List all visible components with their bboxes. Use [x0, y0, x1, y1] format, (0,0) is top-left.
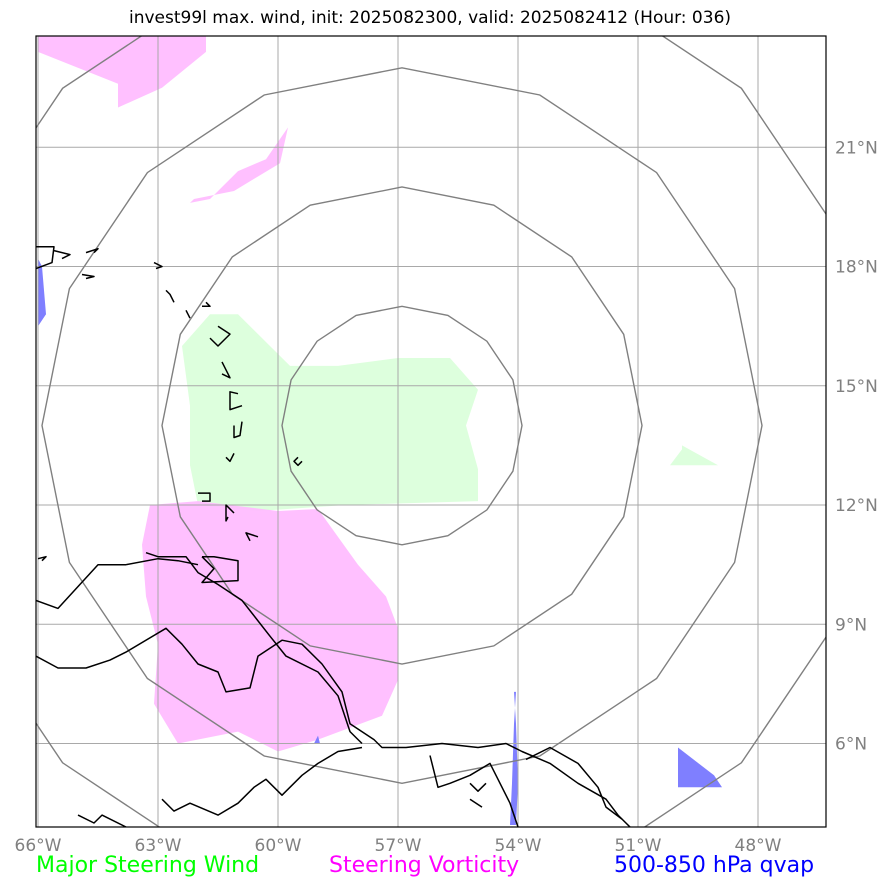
- steering-vorticity-area-2: [142, 501, 398, 752]
- lon-tick-label: 60°W: [255, 836, 302, 856]
- coastline: [36, 627, 631, 827]
- range-ring-6deg: [161, 186, 643, 665]
- coastlines: [36, 245, 631, 827]
- coastline: [233, 421, 243, 439]
- map-title: invest99l max. wind, init: 2025082300, v…: [128, 8, 732, 28]
- legend-steering-wind: Major Steering Wind: [36, 853, 260, 878]
- coastline: [202, 301, 211, 308]
- coastline: [36, 245, 55, 270]
- coastline: [37, 555, 47, 562]
- coastline: [225, 453, 235, 463]
- range-ring-9deg: [41, 67, 763, 785]
- coastline: [145, 551, 363, 745]
- coastline: [469, 782, 487, 792]
- legend-steering-vorticity: Steering Vorticity: [329, 853, 520, 878]
- steering-wind-area-1: [670, 445, 718, 466]
- coastline: [245, 532, 259, 542]
- steering-wind-area-0: [182, 314, 478, 511]
- coastline: [293, 456, 303, 467]
- coastline: [209, 325, 231, 347]
- qvap-area-0: [38, 258, 46, 327]
- coastline: [185, 309, 191, 319]
- coastline: [469, 798, 483, 808]
- lat-tick-label: 15°N: [835, 377, 878, 397]
- lat-tick-label: 18°N: [835, 258, 878, 278]
- coastline: [225, 504, 235, 522]
- coastline: [161, 746, 363, 816]
- coastline: [36, 557, 199, 610]
- qvap-area-2: [678, 747, 722, 788]
- lon-tick-label: 66°W: [15, 836, 62, 856]
- qvap-area-3: [314, 735, 320, 744]
- legend-qvap: 500-850 hPa qvap: [614, 853, 815, 878]
- coastline: [165, 289, 175, 303]
- map-frame: [35, 35, 827, 828]
- latitude-tick-labels: 21°N 18°N 15°N 12°N 9°N 6°N: [835, 138, 878, 754]
- coastline: [429, 755, 519, 827]
- coastline: [85, 247, 99, 254]
- range-ring-3deg: [281, 305, 523, 546]
- lat-tick-label: 9°N: [835, 615, 867, 635]
- steering-vorticity-area-0: [38, 36, 206, 108]
- lon-tick-label: 51°W: [615, 836, 662, 856]
- graticule: [36, 36, 826, 827]
- lon-tick-label: 48°W: [735, 836, 782, 856]
- coastline: [77, 814, 127, 827]
- lat-tick-label: 6°N: [835, 735, 867, 755]
- coastline: [81, 273, 95, 280]
- coastline: [525, 746, 623, 820]
- coastline: [198, 492, 211, 502]
- coastline: [221, 361, 231, 379]
- coastline: [229, 391, 243, 411]
- steering-vorticity-area-1: [190, 127, 288, 203]
- field-layers: [38, 36, 722, 825]
- longitude-tick-labels: 66°W 63°W 60°W 57°W 54°W 51°W 48°W: [15, 836, 782, 856]
- coastline: [53, 249, 71, 260]
- lat-tick-label: 21°N: [835, 138, 878, 158]
- lon-tick-label: 54°W: [495, 836, 542, 856]
- lat-tick-label: 12°N: [835, 496, 878, 516]
- coastline: [201, 555, 239, 584]
- lon-tick-label: 57°W: [375, 836, 422, 856]
- coastline: [153, 261, 163, 270]
- lon-tick-label: 63°W: [135, 836, 182, 856]
- qvap-area-1: [510, 691, 518, 825]
